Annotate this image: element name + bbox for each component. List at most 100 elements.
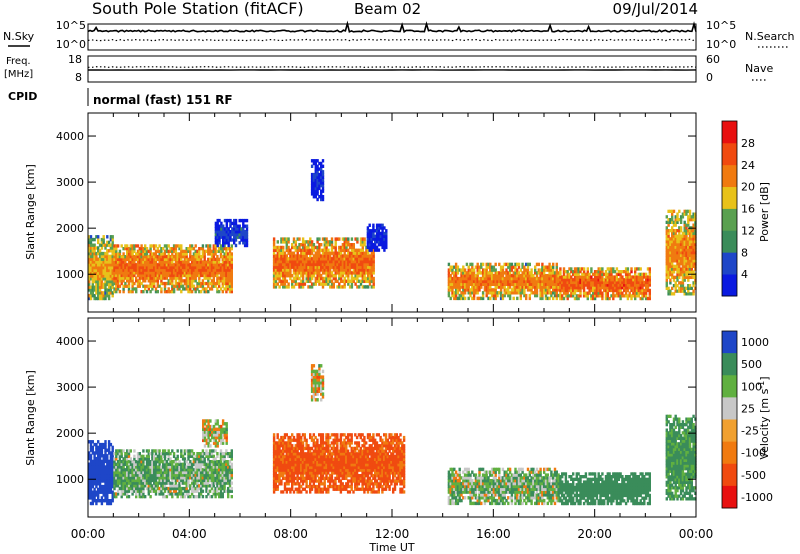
power-cell-region-2 bbox=[229, 235, 232, 239]
power-cell-region-6 bbox=[472, 291, 476, 295]
power-cell-region-1 bbox=[149, 257, 152, 261]
power-cell-region-3 bbox=[363, 285, 366, 289]
velocity-cell-region-1 bbox=[116, 478, 120, 483]
power-cell-region-7 bbox=[604, 286, 608, 290]
power-cell-region-0 bbox=[98, 274, 102, 278]
power-cell-region-6 bbox=[481, 274, 485, 278]
power-cell-region-8 bbox=[674, 251, 677, 255]
power-cell-region-1 bbox=[183, 265, 187, 270]
power-cell-region-3 bbox=[341, 257, 345, 261]
power-cell-region-8 bbox=[688, 215, 692, 219]
velocity-cell-region-1 bbox=[136, 457, 140, 461]
power-cell-region-3 bbox=[345, 257, 348, 261]
power-cell-region-0 bbox=[102, 268, 105, 273]
velocity-cell-region-0 bbox=[106, 448, 109, 452]
velocity-cell-region-0 bbox=[107, 473, 111, 478]
velocity-cell-region-0 bbox=[91, 476, 94, 480]
power-cell-region-3 bbox=[329, 257, 332, 261]
power-cell-region-1 bbox=[147, 257, 150, 261]
power-cell-region-1 bbox=[160, 281, 163, 286]
power-cell-region-1 bbox=[144, 255, 147, 259]
power-cell-region-6 bbox=[494, 262, 497, 267]
velocity-cell-region-1 bbox=[145, 460, 149, 464]
velocity-cell-region-1 bbox=[183, 465, 187, 469]
power-cell-region-5 bbox=[374, 245, 377, 250]
power-cell-region-5 bbox=[370, 240, 373, 244]
power-cell-region-3 bbox=[370, 274, 373, 278]
power-cell-region-7 bbox=[617, 286, 620, 290]
velocity-cell-region-0 bbox=[104, 445, 107, 450]
power-cell-region-3 bbox=[283, 282, 287, 286]
power-cell-region-3 bbox=[336, 262, 339, 267]
velocity-cell-region-1 bbox=[133, 473, 136, 477]
power-cell-region-5 bbox=[368, 229, 371, 233]
power-cell-region-0 bbox=[100, 263, 104, 267]
power-cell-region-3 bbox=[298, 262, 301, 267]
velocity-cell-region-1 bbox=[199, 454, 203, 458]
power-cell-region-3 bbox=[363, 240, 366, 244]
power-cell-region-1 bbox=[198, 247, 201, 251]
power-cell-region-3 bbox=[318, 268, 321, 272]
power-cell-region-0 bbox=[106, 291, 109, 295]
power-cell-region-6 bbox=[537, 279, 540, 284]
power-cell-region-3 bbox=[347, 276, 350, 281]
power-cell-region-3 bbox=[289, 254, 292, 258]
power-cell-region-7 bbox=[575, 288, 578, 293]
power-cell-region-6 bbox=[499, 288, 503, 292]
power-cell-region-1 bbox=[127, 255, 131, 259]
power-cell-region-1 bbox=[185, 252, 188, 256]
power-cell-region-1 bbox=[201, 287, 205, 291]
power-cell-region-8 bbox=[679, 284, 683, 288]
power-cell-region-1 bbox=[140, 281, 143, 286]
power-cell-region-8 bbox=[683, 234, 686, 238]
velocity-cell-region-1 bbox=[149, 484, 152, 488]
power-cell-region-1 bbox=[187, 271, 190, 275]
velocity-cell-region-1 bbox=[133, 449, 136, 453]
velocity-cell-region-0 bbox=[88, 482, 91, 486]
power-cell-region-8 bbox=[665, 267, 668, 271]
power-cell-region-0 bbox=[102, 257, 105, 261]
power-cell-region-1 bbox=[133, 249, 136, 253]
power-cell-region-1 bbox=[142, 257, 145, 261]
power-cell-region-3 bbox=[282, 248, 285, 252]
power-cell-region-1 bbox=[228, 284, 232, 288]
power-cell-region-6 bbox=[534, 268, 537, 272]
velocity-cell-region-1 bbox=[144, 473, 147, 477]
power-cell-region-2 bbox=[223, 241, 227, 245]
power-cell-region-7 bbox=[577, 270, 580, 274]
velocity-cell-region-1 bbox=[142, 486, 145, 491]
power-cell-region-8 bbox=[671, 273, 674, 277]
power-cell-region-3 bbox=[347, 243, 350, 247]
power-cell-region-0 bbox=[107, 240, 111, 245]
power-cell-region-8 bbox=[676, 278, 679, 282]
power-cell-region-6 bbox=[534, 293, 537, 298]
power-cell-region-7 bbox=[606, 280, 609, 285]
power-cell-region-3 bbox=[294, 257, 297, 261]
velocity-cell-region-0 bbox=[106, 487, 109, 492]
power-cell-region-7 bbox=[624, 283, 628, 287]
power-cell-region-1 bbox=[228, 249, 232, 253]
power-cell-region-3 bbox=[372, 276, 375, 281]
power-cell-region-6 bbox=[492, 296, 496, 301]
power-cell-region-1 bbox=[196, 271, 199, 275]
power-cell-region-6 bbox=[481, 293, 485, 298]
power-cell-region-1 bbox=[221, 290, 224, 294]
power-cell-region-3 bbox=[329, 285, 332, 289]
power-cell-region-3 bbox=[352, 245, 355, 250]
velocity-cell-region-0 bbox=[98, 456, 102, 461]
power-cell-region-3 bbox=[278, 245, 281, 250]
power-cell-region-6 bbox=[525, 274, 528, 278]
power-cell-region-7 bbox=[590, 275, 593, 279]
power-cell-region-3 bbox=[350, 276, 354, 281]
power-cell-region-0 bbox=[109, 271, 113, 275]
velocity-cell-region-1 bbox=[136, 454, 140, 458]
power-cell-region-0 bbox=[89, 268, 93, 273]
power-cell-region-8 bbox=[676, 284, 679, 288]
velocity-cell-region-1 bbox=[120, 462, 123, 466]
velocity-cell-region-1 bbox=[154, 462, 158, 466]
velocity-cell-region-1 bbox=[167, 476, 170, 480]
power-cell-region-2 bbox=[216, 224, 219, 228]
power-cell-region-8 bbox=[676, 240, 679, 244]
power-cell-region-8 bbox=[667, 223, 670, 227]
power-colorbar-swatch bbox=[722, 186, 737, 209]
